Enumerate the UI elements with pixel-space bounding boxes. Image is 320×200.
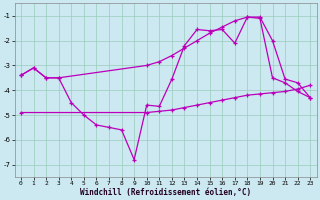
- X-axis label: Windchill (Refroidissement éolien,°C): Windchill (Refroidissement éolien,°C): [80, 188, 251, 197]
